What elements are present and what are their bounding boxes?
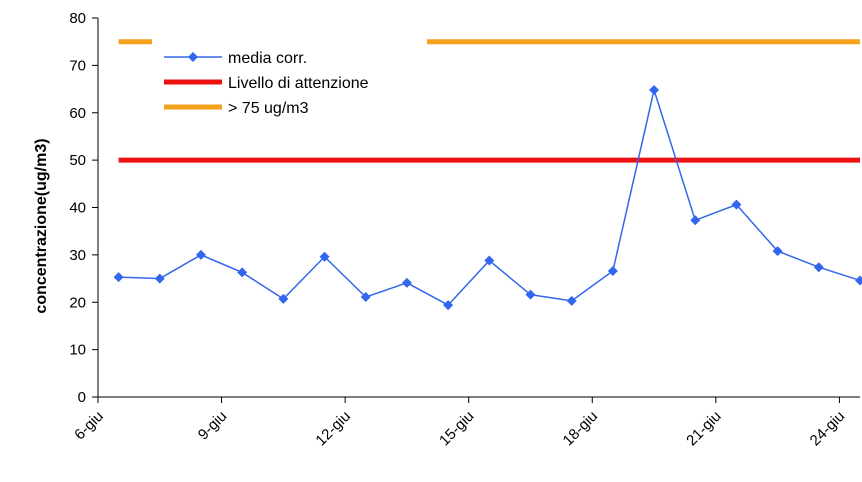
x-tick-label: 24-giu — [807, 408, 849, 450]
data-point — [319, 251, 330, 262]
x-tick-label: 6-giu — [71, 408, 107, 444]
data-point — [649, 85, 660, 96]
data-point — [401, 277, 412, 288]
legend-label-1: Livello di attenzione — [228, 75, 369, 92]
data-series — [113, 85, 862, 311]
legend-box — [152, 37, 427, 133]
data-point — [855, 275, 862, 286]
y-tick-label: 70 — [69, 57, 86, 74]
y-tick-label: 20 — [69, 294, 86, 311]
legend: media corr. Livello di attenzione > 75 ug/… — [152, 37, 427, 133]
data-point — [237, 267, 248, 278]
data-point — [154, 273, 165, 284]
data-point — [813, 262, 824, 273]
y-tick-label: 30 — [69, 247, 86, 264]
data-point — [195, 249, 206, 260]
data-point — [484, 255, 495, 266]
x-tick-label: 18-giu — [560, 408, 602, 450]
legend-label-2: > 75 ug/m3 — [228, 100, 309, 117]
y-tick-label: 50 — [69, 152, 86, 169]
data-point — [731, 199, 742, 210]
legend-marker-0 — [188, 52, 198, 62]
y-tick-label: 0 — [78, 389, 86, 406]
x-tick-label: 21-giu — [683, 408, 725, 450]
x-tick-label: 9-giu — [195, 408, 231, 444]
y-tick-label: 10 — [69, 342, 86, 359]
legend-label-0: media corr. — [228, 50, 307, 67]
data-point — [607, 265, 618, 276]
data-point — [772, 246, 783, 257]
data-point — [278, 293, 289, 304]
data-point — [443, 300, 454, 311]
data-point — [113, 272, 124, 283]
data-point — [566, 295, 577, 306]
x-tick-label: 12-giu — [312, 408, 354, 450]
y-tick-label: 40 — [69, 200, 86, 217]
data-point — [690, 215, 701, 226]
data-point — [525, 289, 536, 300]
y-tick-label: 60 — [69, 105, 86, 122]
data-point — [360, 292, 371, 303]
y-tick-label: 80 — [69, 10, 86, 27]
x-tick-label: 15-giu — [436, 408, 478, 450]
y-axis-title: concentrazione(ug/m3) — [33, 138, 50, 313]
